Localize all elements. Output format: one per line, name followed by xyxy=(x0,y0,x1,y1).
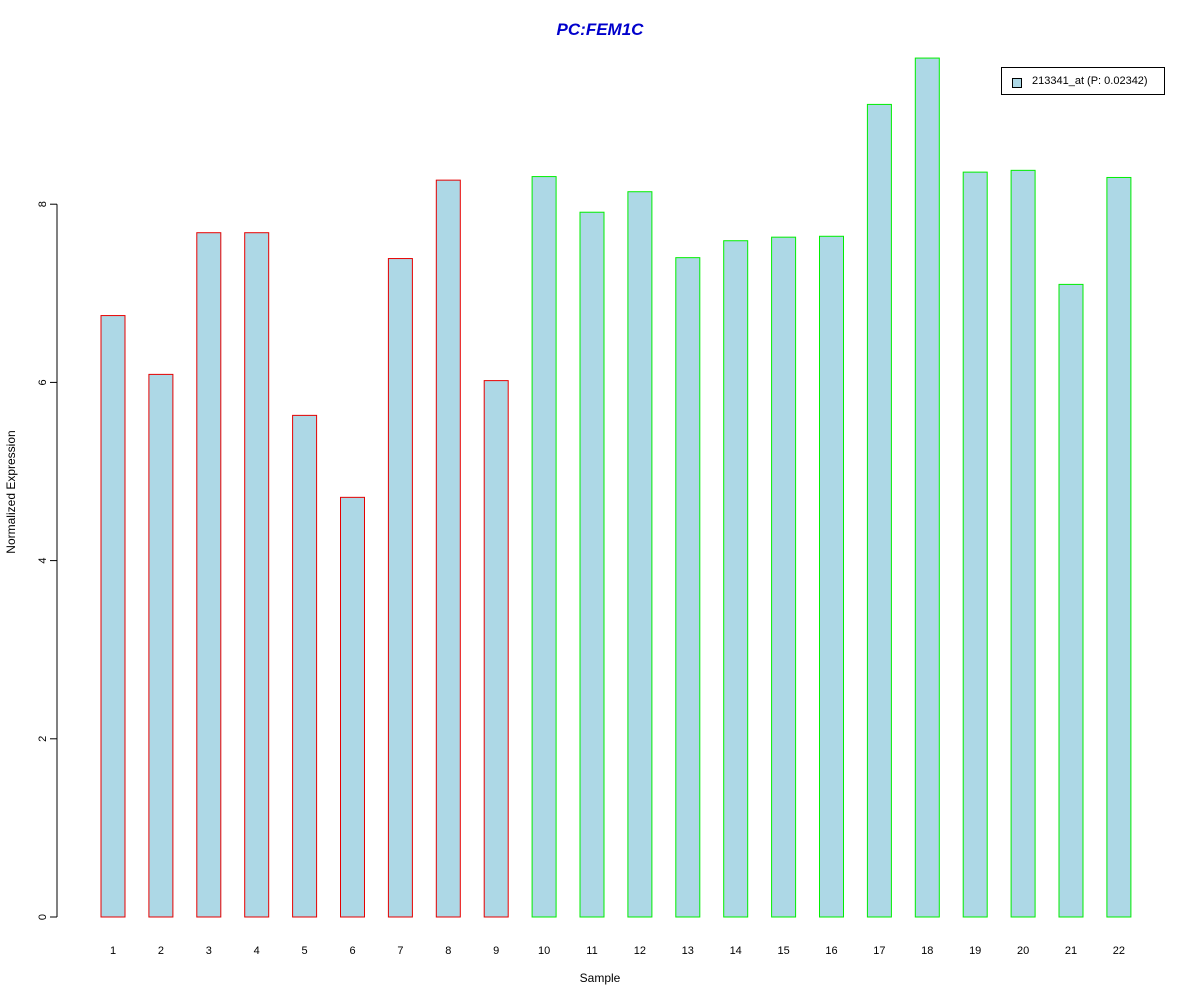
bar xyxy=(962,171,988,918)
x-tick-label: 6 xyxy=(349,945,355,957)
bar xyxy=(627,191,653,918)
x-tick-label: 22 xyxy=(1113,945,1125,957)
x-tick-label: 11 xyxy=(586,945,597,957)
legend-swatch xyxy=(1012,78,1022,88)
bar xyxy=(1058,283,1084,918)
x-tick-label: 21 xyxy=(1065,945,1077,957)
legend-label: 213341_at (P: 0.02342) xyxy=(1032,75,1148,87)
bar xyxy=(675,257,701,918)
y-tick-label: 2 xyxy=(37,736,49,742)
x-tick-label: 17 xyxy=(873,945,885,957)
x-axis-label: Sample xyxy=(579,971,621,985)
bar xyxy=(483,380,509,918)
x-tick-label: 15 xyxy=(777,945,789,957)
bar xyxy=(387,258,413,918)
x-tick-label: 4 xyxy=(254,945,260,957)
x-tick-label: 9 xyxy=(493,945,499,957)
x-tick-label: 7 xyxy=(397,945,403,957)
y-tick-label: 0 xyxy=(37,914,49,920)
bar xyxy=(244,232,270,918)
y-axis-label-text: Normalized Expression xyxy=(4,430,18,554)
x-tick-label: 5 xyxy=(302,945,308,957)
bar xyxy=(866,103,892,918)
y-tick-label: 4 xyxy=(37,558,49,564)
bar xyxy=(579,211,605,918)
bar xyxy=(292,414,318,918)
chart-title: PC:FEM1C xyxy=(556,20,644,39)
x-tick-label: 13 xyxy=(682,945,694,957)
x-tick-label: 2 xyxy=(158,945,164,957)
bar xyxy=(723,240,749,918)
x-tick-label: 3 xyxy=(206,945,212,957)
bar xyxy=(1106,176,1132,918)
bar xyxy=(435,179,461,918)
bar xyxy=(196,232,222,918)
y-tick-label: 6 xyxy=(37,379,49,385)
x-tick-label: 1 xyxy=(110,945,116,957)
bar xyxy=(340,496,365,918)
x-tick-label: 14 xyxy=(730,945,742,957)
x-tick-label: 20 xyxy=(1017,945,1029,957)
bar xyxy=(148,373,174,918)
bar xyxy=(819,235,844,918)
bar xyxy=(1010,169,1036,918)
bar xyxy=(531,176,557,918)
bar xyxy=(771,236,797,918)
x-tick-label: 19 xyxy=(969,945,981,957)
bar xyxy=(914,57,940,918)
x-tick-label: 18 xyxy=(921,945,933,957)
bar xyxy=(100,315,126,918)
x-tick-label: 16 xyxy=(825,945,837,957)
x-tick-label: 10 xyxy=(538,945,550,957)
y-tick-label: 8 xyxy=(37,201,49,207)
x-tick-label: 12 xyxy=(634,945,646,957)
x-tick-label: 8 xyxy=(445,945,451,957)
legend: 213341_at (P: 0.02342) xyxy=(1001,67,1165,95)
